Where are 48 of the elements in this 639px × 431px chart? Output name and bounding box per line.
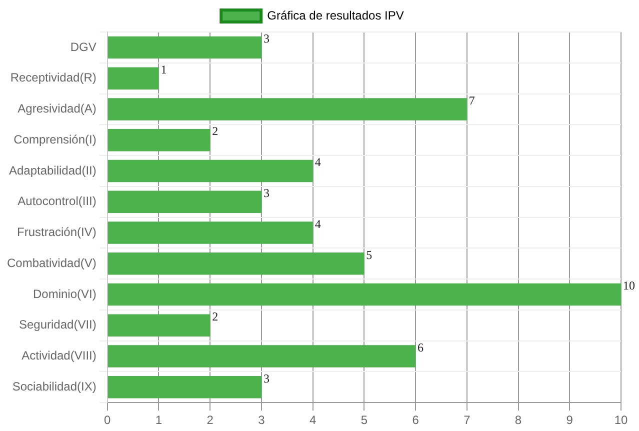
y-tick-label: DGV	[70, 40, 96, 54]
y-tick-label: Dominio(VI)	[33, 286, 96, 301]
bar	[108, 160, 313, 182]
bar	[108, 98, 467, 120]
bar	[108, 252, 364, 275]
x-tick-label: 0	[104, 413, 112, 428]
x-tick-label: 3	[258, 413, 266, 428]
data-label: 2	[212, 310, 218, 324]
y-tick-label: Adaptabilidad(II)	[8, 163, 96, 178]
y-tick-label: Sociabilidad(IX)	[12, 379, 96, 394]
bar	[108, 128, 210, 152]
bar	[108, 222, 313, 244]
y-tick-label: Combatividad(V)	[6, 256, 96, 270]
data-label: 3	[263, 186, 270, 200]
data-label: 1	[160, 62, 167, 76]
data-label: 4	[314, 155, 321, 170]
data-label: 6	[418, 340, 424, 354]
data-label: 7	[468, 93, 475, 108]
y-tick-label: Seguridad(VII)	[18, 318, 96, 332]
x-tick-label: 6	[412, 413, 420, 428]
x-tick-label: 2	[206, 413, 214, 428]
y-tick-label: Agresividad(A)	[18, 102, 96, 116]
data-label: 10	[623, 278, 635, 293]
x-tick-label: 9	[566, 413, 574, 428]
bar	[108, 36, 262, 59]
data-label: 2	[212, 124, 218, 138]
y-tick-label: Frustración(IV)	[17, 225, 96, 240]
bar	[108, 283, 621, 306]
data-label: 4	[314, 216, 321, 231]
bar	[108, 314, 210, 337]
bar	[108, 67, 159, 90]
x-tick-label: 5	[360, 413, 368, 428]
x-tick-label: 1	[155, 413, 162, 428]
bar	[108, 345, 416, 368]
data-label: 5	[366, 248, 372, 262]
data-label: 3	[263, 32, 270, 46]
bar	[108, 190, 262, 213]
y-tick-label: Comprensión(I)	[14, 132, 96, 146]
legend-label: Gráfica de resultados IPV	[267, 8, 404, 22]
y-tick-label: Autocontrol(III)	[18, 194, 96, 208]
x-tick-label: 7	[464, 413, 471, 428]
y-tick-label: Actividad(VIII)	[22, 348, 96, 363]
x-tick-label: 8	[514, 413, 522, 428]
y-tick-label: Receptividad(R)	[10, 70, 96, 85]
x-tick-label: 10	[614, 413, 628, 428]
data-label: 3	[263, 371, 270, 386]
x-tick-label: 4	[309, 413, 316, 428]
bar	[108, 376, 262, 398]
